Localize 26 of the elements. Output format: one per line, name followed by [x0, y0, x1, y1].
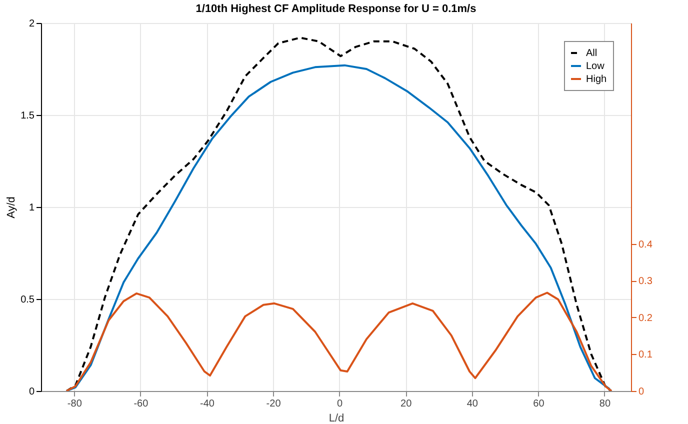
x-tick-label: -60 [134, 398, 149, 410]
y-tick-label: 1.5 [20, 110, 35, 122]
y-tick-label: 1 [28, 202, 35, 214]
legend-label: All [586, 48, 598, 59]
legend-label: High [586, 74, 607, 85]
x-tick-label: -20 [266, 398, 282, 410]
y2-tick-label: 0 [638, 386, 644, 398]
y-tick-label: 2 [28, 18, 35, 30]
line-series [66, 292, 612, 391]
legend-label: Low [586, 61, 606, 72]
y2-tick-label: 0.2 [638, 312, 653, 324]
y-tick-label: 0 [28, 386, 35, 398]
x-tick-label: -80 [67, 398, 82, 410]
x-tick-label: 60 [533, 398, 545, 410]
y-tick-label: 0.5 [20, 294, 35, 306]
x-tick-label: -40 [200, 398, 215, 410]
x-tick-label: 80 [599, 398, 611, 410]
x-axis-title: L/d [328, 412, 344, 424]
chart-title: 1/10th Highest CF Amplitude Response for U = 0.1m/s [196, 3, 476, 15]
y2-tick-label: 0.4 [638, 239, 653, 250]
y-axis-title: Ay/d [6, 196, 18, 218]
x-tick-label: 20 [400, 398, 412, 410]
x-tick-label: 0 [337, 398, 344, 410]
x-tick-label: 40 [466, 398, 478, 410]
y2-tick-label: 0.1 [638, 350, 653, 361]
y2-tick-label: 0.3 [638, 276, 653, 288]
